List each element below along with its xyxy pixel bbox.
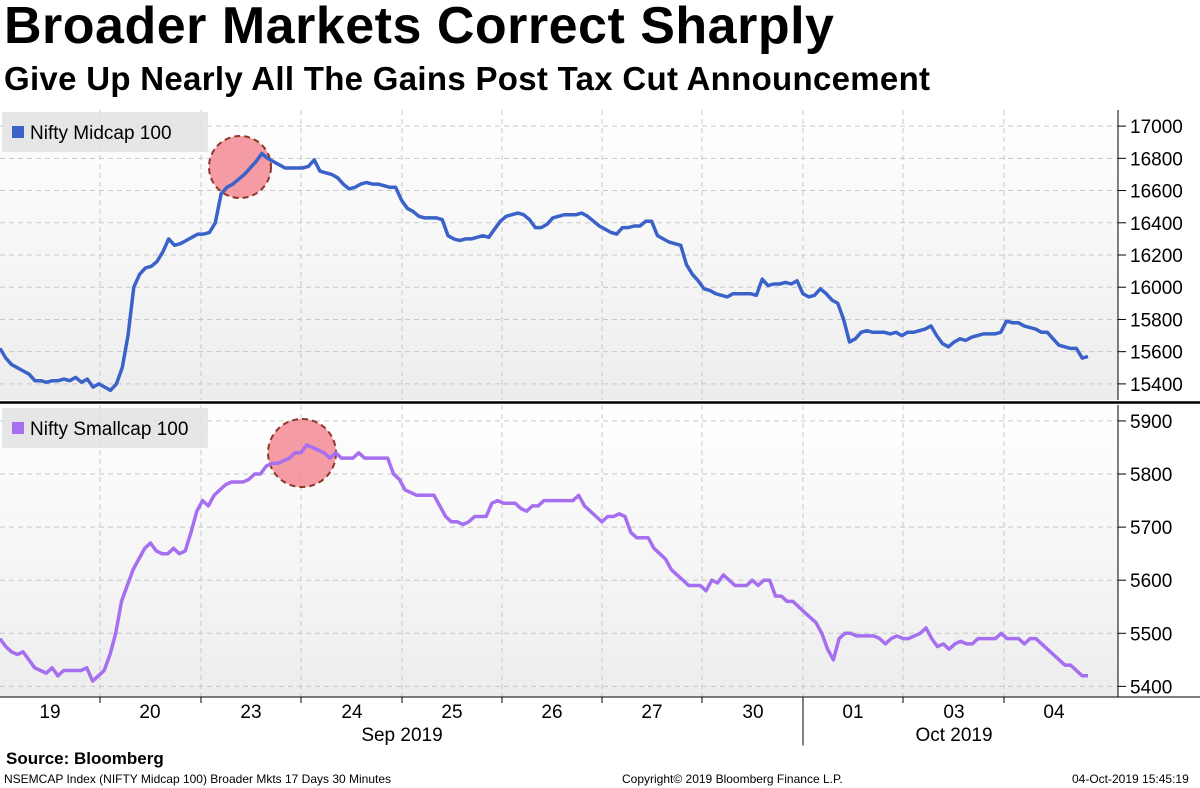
- x-tick-label: 27: [641, 702, 662, 723]
- midcap-panel: 15400 15600 15800 16000 16200 16400 16600 16800…: [0, 110, 1183, 400]
- series-line: [0, 151, 1089, 393]
- footer-timestamp: 04-Oct-2019 15:45:19: [1072, 772, 1189, 786]
- plot-background: [0, 405, 1118, 697]
- y-tick-label: 15800: [1130, 310, 1183, 331]
- y-tick-label: 5900: [1130, 412, 1172, 433]
- y-tick-label: 5500: [1130, 624, 1172, 645]
- x-tick-label: 01: [842, 702, 863, 723]
- y-tick-label: 5600: [1130, 571, 1172, 592]
- x-tick-label: 25: [441, 702, 462, 723]
- source-note: Source: Bloomberg: [6, 749, 164, 768]
- y-tick-label: 16800: [1130, 149, 1183, 170]
- y-tick-label: 15400: [1130, 375, 1183, 396]
- x-month-label: Oct 2019: [915, 725, 992, 746]
- y-tick-label: 16600: [1130, 182, 1183, 203]
- x-month-label: Sep 2019: [361, 725, 442, 746]
- x-tick-label: 24: [341, 702, 363, 723]
- legend-label: Nifty Smallcap 100: [30, 419, 188, 440]
- y-tick-label: 16200: [1130, 246, 1183, 267]
- y-tick-label: 16000: [1130, 278, 1183, 299]
- x-axis: 19 20 23 24 25 26 27 30 01 03 04 Sep 2019 Oct 2019: [0, 696, 1200, 747]
- y-tick-label: 16400: [1130, 214, 1183, 235]
- y-tick-label: 5400: [1130, 677, 1172, 698]
- legend-box: [2, 408, 208, 448]
- legend-label: Nifty Midcap 100: [30, 123, 172, 144]
- x-tick-label: 23: [240, 702, 261, 723]
- chart-subtitle: Give Up Nearly All The Gains Post Tax Cu…: [4, 60, 931, 97]
- footer-bar: NSEMCAP Index (NIFTY Midcap 100) Broader…: [0, 770, 1200, 788]
- y-tick-label: 17000: [1130, 117, 1183, 138]
- x-tick-label: 20: [139, 702, 160, 723]
- x-tick-label: 04: [1043, 702, 1065, 723]
- legend-swatch: [12, 126, 24, 138]
- footer-copyright: Copyright© 2019 Bloomberg Finance L.P.: [622, 772, 843, 786]
- legend-swatch: [12, 422, 24, 434]
- y-tick-label: 15600: [1130, 343, 1183, 364]
- smallcap-panel: 5400 5500 5600 5700 5800 5900 Nifty Smallcap 1…: [0, 405, 1172, 698]
- y-tick-label: 5700: [1130, 518, 1172, 539]
- chart-title: Broader Markets Correct Sharply: [4, 0, 835, 55]
- x-tick-label: 26: [541, 702, 562, 723]
- x-tick-label: 30: [742, 702, 763, 723]
- x-tick-label: 19: [39, 702, 60, 723]
- x-tick-label: 03: [943, 702, 964, 723]
- series-line: [0, 443, 1088, 683]
- peak-highlight-circle: [208, 135, 272, 199]
- footer-index-info: NSEMCAP Index (NIFTY Midcap 100) Broader…: [4, 772, 392, 786]
- y-tick-label: 5800: [1130, 465, 1172, 486]
- legend-box: [2, 112, 208, 152]
